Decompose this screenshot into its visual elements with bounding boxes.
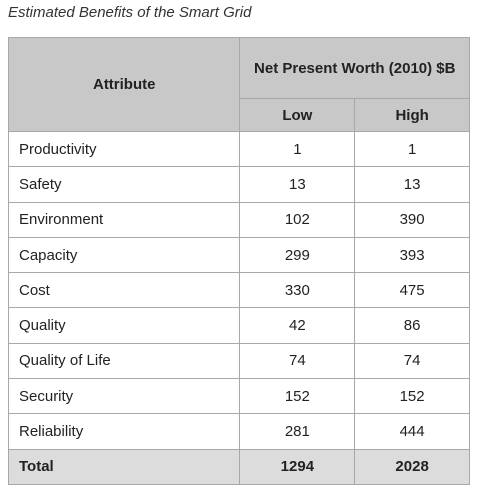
benefits-table: Attribute Net Present Worth (2010) $B Lo… <box>7 37 470 485</box>
attribute-cell: Productivity <box>7 130 241 168</box>
attribute-cell: Cost <box>7 272 241 309</box>
table-title: Estimated Benefits of the Smart Grid <box>8 4 252 21</box>
data-row: Security 152 152 <box>7 378 470 415</box>
low-cell: 74 <box>239 342 356 380</box>
data-row: Productivity 1 1 <box>7 130 470 168</box>
low-cell: 299 <box>239 236 356 274</box>
low-cell: 13 <box>239 166 356 203</box>
attribute-cell: Environment <box>7 201 241 238</box>
high-cell: 393 <box>354 236 470 274</box>
attribute-cell: Security <box>7 378 241 415</box>
data-row: Environment 102 390 <box>7 201 470 238</box>
header-low: Low <box>239 98 356 132</box>
header-group: Net Present Worth (2010) $B <box>239 37 470 99</box>
low-cell: 330 <box>239 272 356 309</box>
data-row: Safety 13 13 <box>7 166 470 203</box>
low-cell: 1 <box>239 130 356 168</box>
low-cell: 281 <box>239 413 356 450</box>
attribute-cell: Total <box>7 448 241 485</box>
low-cell: 152 <box>239 378 356 415</box>
low-cell: 42 <box>239 307 356 344</box>
total-row: Total 1294 2028 <box>7 448 470 485</box>
header-attribute: Attribute <box>7 37 241 132</box>
high-cell: 390 <box>354 201 470 238</box>
data-row: Quality 42 86 <box>7 307 470 344</box>
high-cell: 475 <box>354 272 470 309</box>
low-cell: 102 <box>239 201 356 238</box>
high-cell: 2028 <box>354 448 470 485</box>
attribute-cell: Quality <box>7 307 241 344</box>
data-row: Cost 330 475 <box>7 272 470 309</box>
data-row: Quality of Life 74 74 <box>7 342 470 380</box>
high-cell: 86 <box>354 307 470 344</box>
attribute-cell: Capacity <box>7 236 241 274</box>
attribute-cell: Quality of Life <box>7 342 241 380</box>
high-cell: 1 <box>354 130 470 168</box>
low-cell: 1294 <box>239 448 356 485</box>
high-cell: 444 <box>354 413 470 450</box>
data-row: Capacity 299 393 <box>7 236 470 274</box>
attribute-cell: Safety <box>7 166 241 203</box>
high-cell: 152 <box>354 378 470 415</box>
header-high: High <box>354 98 470 132</box>
attribute-cell: Reliability <box>7 413 241 450</box>
data-row: Reliability 281 444 <box>7 413 470 450</box>
high-cell: 74 <box>354 342 470 380</box>
table-body: Productivity 1 1 Safety 13 13 Environment 102 39… <box>7 130 470 485</box>
header-row: Low High <box>9 98 470 132</box>
high-cell: 13 <box>354 166 470 203</box>
header-row: Attribute Net Present Worth (2010) $B <box>7 37 470 132</box>
